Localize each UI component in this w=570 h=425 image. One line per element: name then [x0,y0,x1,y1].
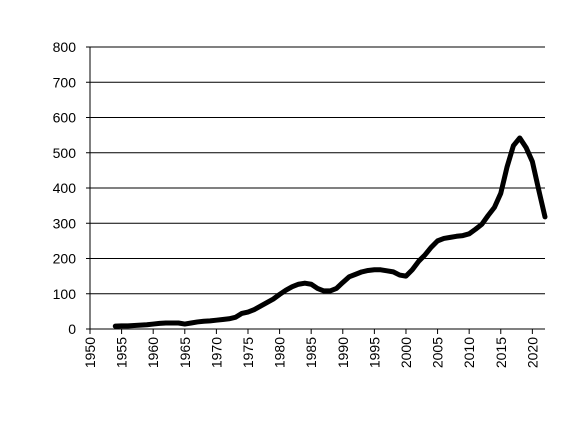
x-tick-label-1950: 1950 [82,337,98,368]
x-tick-label-2000: 2000 [398,337,414,368]
y-tick-label-300: 300 [53,215,77,231]
x-tick-label-2010: 2010 [461,337,477,368]
x-tick-label-1960: 1960 [145,337,161,368]
x-tick-label-2020: 2020 [524,337,540,368]
y-tick-label-400: 400 [53,180,77,196]
y-tick-label-500: 500 [53,145,77,161]
axis-ticks [86,46,533,334]
x-tick-label-1970: 1970 [208,337,224,368]
x-tick-label-1955: 1955 [114,337,130,368]
x-tick-label-1985: 1985 [303,337,319,368]
y-tick-label-600: 600 [53,110,77,126]
x-tick-label-2005: 2005 [430,337,446,368]
tick-labels: 0 100 200 300 400 500 600 700 800 1950 1955 1960 196… [53,39,541,368]
series-layer [112,135,548,329]
y-tick-label-800: 800 [53,39,77,55]
y-tick-label-200: 200 [53,251,77,267]
x-tick-label-1965: 1965 [177,337,193,368]
y-tick-label-700: 700 [53,74,77,90]
y-tick-label-0: 0 [68,321,76,337]
x-tick-label-1995: 1995 [366,337,382,368]
y-tick-label-100: 100 [53,286,77,302]
x-tick-label-1975: 1975 [240,337,256,368]
x-tick-label-2015: 2015 [493,337,509,368]
gridlines [90,46,545,295]
x-tick-label-1990: 1990 [335,337,351,368]
series-line-0 [112,135,548,329]
x-tick-label-1980: 1980 [272,337,288,368]
